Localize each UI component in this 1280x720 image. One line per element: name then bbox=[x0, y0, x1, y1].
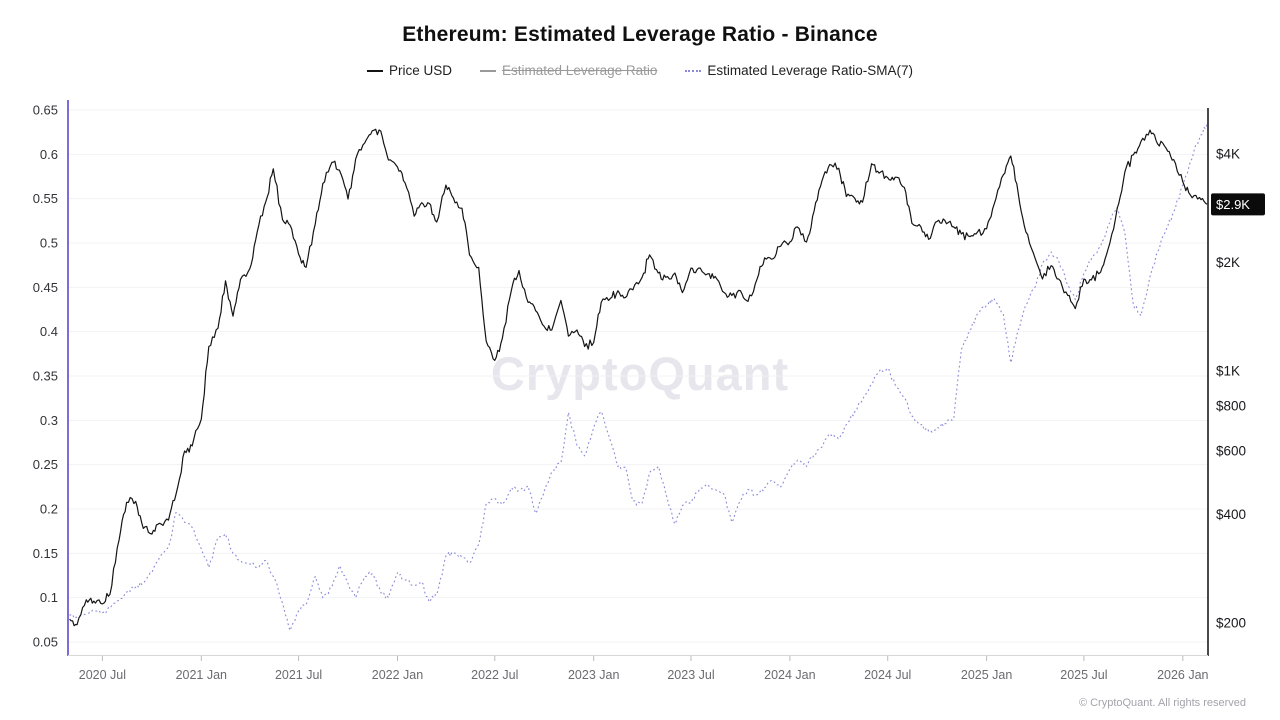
legend-item-price-usd[interactable]: Price USD bbox=[367, 63, 452, 78]
x-tick-label: 2023 Jan bbox=[568, 668, 619, 682]
x-tick-label: 2025 Jan bbox=[961, 668, 1012, 682]
legend-label: Estimated Leverage Ratio bbox=[502, 63, 658, 78]
left-axis-label: 0.6 bbox=[40, 147, 58, 162]
left-axis-label: 0.2 bbox=[40, 502, 58, 517]
x-tick-label: 2022 Jul bbox=[471, 668, 518, 682]
chart-legend: Price USD Estimated Leverage Ratio Estim… bbox=[0, 63, 1280, 78]
x-tick-label: 2024 Jan bbox=[764, 668, 815, 682]
legend-label: Price USD bbox=[389, 63, 453, 78]
left-axis-label: 0.15 bbox=[33, 546, 58, 561]
x-tick-label: 2022 Jan bbox=[372, 668, 423, 682]
sma-dotted-line-icon bbox=[685, 69, 702, 72]
leverage-sma-line bbox=[69, 124, 1208, 632]
right-axis-label: $400 bbox=[1216, 507, 1246, 522]
left-axis-label: 0.3 bbox=[40, 413, 58, 428]
right-axis-label: $800 bbox=[1216, 398, 1246, 413]
x-tick-label: 2026 Jan bbox=[1157, 668, 1208, 682]
x-tick-label: 2025 Jul bbox=[1060, 668, 1107, 682]
legend-item-estimated-leverage-ratio[interactable]: Estimated Leverage Ratio bbox=[480, 63, 657, 78]
leverage-line-icon bbox=[480, 69, 497, 72]
legend-label: Estimated Leverage Ratio-SMA(7) bbox=[707, 63, 913, 78]
left-axis-label: 0.05 bbox=[33, 635, 58, 650]
right-axis-label: $4K bbox=[1216, 147, 1240, 162]
left-axis-label: 0.1 bbox=[40, 590, 58, 605]
right-axis-label: $200 bbox=[1216, 616, 1246, 631]
right-axis-label: $2K bbox=[1216, 255, 1240, 270]
right-axis-label: $1K bbox=[1216, 364, 1240, 379]
x-tick-label: 2021 Jul bbox=[275, 668, 322, 682]
left-axis-label: 0.65 bbox=[33, 103, 58, 118]
copyright-notice: © CryptoQuant. All rights reserved bbox=[1078, 697, 1246, 709]
legend-item-leverage-sma7[interactable]: Estimated Leverage Ratio-SMA(7) bbox=[685, 63, 913, 78]
x-tick-label: 2021 Jan bbox=[176, 668, 227, 682]
x-tick-label: 2020 Jul bbox=[79, 668, 126, 682]
left-axis-label: 0.4 bbox=[40, 324, 58, 339]
x-tick-label: 2023 Jul bbox=[667, 668, 714, 682]
page-title: Ethereum: Estimated Leverage Ratio - Bin… bbox=[402, 23, 878, 46]
left-axis-label: 0.25 bbox=[33, 457, 58, 472]
left-axis-label: 0.5 bbox=[40, 236, 58, 251]
current-price-badge-label: $2.9K bbox=[1216, 197, 1250, 212]
left-axis-label: 0.45 bbox=[33, 280, 58, 295]
left-axis-label: 0.55 bbox=[33, 191, 58, 206]
current-price-badge bbox=[1211, 193, 1265, 216]
price-line-icon bbox=[367, 69, 384, 72]
price-usd-line bbox=[69, 128, 1208, 627]
left-axis-label: 0.35 bbox=[33, 369, 58, 384]
cryptoquant-watermark: CryptoQuant bbox=[490, 347, 790, 400]
right-axis-label: $600 bbox=[1216, 444, 1246, 459]
x-tick-label: 2024 Jul bbox=[864, 668, 911, 682]
